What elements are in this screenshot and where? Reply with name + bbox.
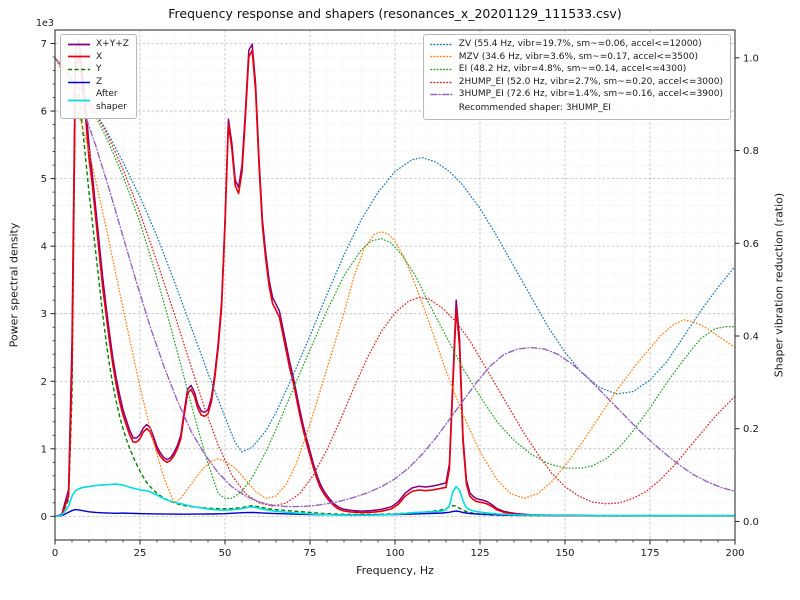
x-tick-label: 175 xyxy=(640,548,659,559)
legend-entry-shaper-3hump-ei: 3HUMP_EI (72.6 Hz, vibr=1.4%, sm~=0.16, … xyxy=(429,88,723,101)
legend-entry-psd-y: Y xyxy=(67,63,129,76)
y-left-tick-label: 1 xyxy=(41,444,47,455)
y-axis-offset-text: 1e3 xyxy=(36,18,54,29)
legend-entry-shaper-zv: ZV (55.4 Hz, vibr=19.7%, sm~=0.06, accel… xyxy=(430,38,723,51)
x-tick-label: 25 xyxy=(134,548,147,559)
legend-line-sample xyxy=(430,68,454,71)
y-axis-label-left: Power spectral density xyxy=(7,222,21,348)
x-axis-label: Frequency, Hz xyxy=(356,564,434,577)
chart-title: Frequency response and shapers (resonanc… xyxy=(168,6,622,21)
legend-line-sample xyxy=(68,68,90,71)
legend-label: X xyxy=(96,51,103,62)
legend-label: After shaper xyxy=(96,89,127,112)
legend-label: EI (48.2 Hz, vibr=4.8%, sm~=0.14, accel<… xyxy=(458,64,687,75)
y-right-tick-label: 0.4 xyxy=(743,332,759,343)
legend-line-sample xyxy=(430,81,454,83)
legend-label: ZV (55.4 Hz, vibr=19.7%, sm~=0.06, accel… xyxy=(458,39,702,49)
legend-label: Y xyxy=(96,64,102,75)
recommended-shaper-note: Recommended shaper: 3HUMP_EI xyxy=(458,102,611,113)
y-right-tick-label: 1.0 xyxy=(743,53,759,64)
y-left-tick-label: 2 xyxy=(41,377,47,388)
legend-entry-shaper-2hump-ei: 2HUMP_EI (52.0 Hz, vibr=2.7%, sm~=0.20, … xyxy=(430,76,723,89)
y-left-tick-label: 3 xyxy=(41,309,47,320)
series-group xyxy=(55,39,735,518)
x-tick-label: 150 xyxy=(555,548,574,559)
y-right-tick-label: 0.0 xyxy=(743,517,759,528)
y-left-tick-label: 5 xyxy=(41,174,47,185)
legend-psd: X+Y+Z X Y Z After shaper xyxy=(60,34,137,119)
legend-line-sample xyxy=(430,56,454,58)
legend-line-sample xyxy=(68,55,90,58)
series-shaper-mzv-line xyxy=(55,57,735,504)
x-tick-label: 200 xyxy=(725,548,744,559)
series-shaper-3hump-ei-line xyxy=(55,57,735,508)
series-shaper-zv-line xyxy=(55,57,735,453)
y-left-tick-label: 6 xyxy=(41,107,47,118)
x-tick-label: 0 xyxy=(52,548,58,559)
legend-entry-shaper-ei: EI (48.2 Hz, vibr=4.8%, sm~=0.14, accel<… xyxy=(430,63,723,76)
legend-label: 3HUMP_EI (72.6 Hz, vibr=1.4%, sm~=0.16, … xyxy=(458,89,723,100)
series-psd-z-line xyxy=(55,508,735,518)
legend-line-sample xyxy=(68,81,90,83)
series-psd-x-line xyxy=(55,49,735,518)
y-right-tick-label: 0.6 xyxy=(743,239,759,250)
series-shaper-2hump-ei-line xyxy=(55,57,735,507)
series-shaper-ei-line xyxy=(55,57,735,499)
y-left-tick-label: 7 xyxy=(41,39,47,50)
legend-shapers: ZV (55.4 Hz, vibr=19.7%, sm~=0.06, accel… xyxy=(422,34,731,120)
legend-entry-psd-x: X xyxy=(67,51,129,64)
y-right-tick-label: 0.2 xyxy=(743,424,759,435)
x-tick-label: 100 xyxy=(385,548,404,559)
legend-label: MZV (34.6 Hz, vibr=3.6%, sm~=0.17, accel… xyxy=(458,51,698,62)
x-tick-label: 125 xyxy=(470,548,489,559)
y-left-tick-label: 4 xyxy=(41,242,47,253)
legend-label: X+Y+Z xyxy=(96,39,129,49)
series-psd-total-line xyxy=(55,39,735,518)
series-psd-after-shaper-line xyxy=(55,483,735,518)
y-left-tick-label: 0 xyxy=(41,512,47,523)
legend-entry-psd-total: X+Y+Z xyxy=(67,38,129,51)
legend-label: Z xyxy=(96,76,103,87)
legend-entry-psd-z: Z xyxy=(67,76,129,89)
legend-line-sample xyxy=(429,93,454,96)
legend-line-sample xyxy=(68,100,90,102)
series-psd-y-line xyxy=(55,80,735,518)
legend-label: 2HUMP_EI (52.0 Hz, vibr=2.7%, sm~=0.20, … xyxy=(458,76,723,87)
legend-entry-shaper-mzv: MZV (34.6 Hz, vibr=3.6%, sm~=0.17, accel… xyxy=(430,51,723,64)
legend-entry-psd-after-shaper: After shaper xyxy=(67,88,129,113)
legend-line-sample xyxy=(430,43,454,46)
y-right-tick-label: 0.8 xyxy=(743,146,759,157)
x-tick-label: 50 xyxy=(219,548,232,559)
x-tick-label: 75 xyxy=(304,548,317,559)
legend-line-sample xyxy=(68,43,90,46)
y-axis-label-right: Shaper vibration reduction (ratio) xyxy=(772,192,786,378)
